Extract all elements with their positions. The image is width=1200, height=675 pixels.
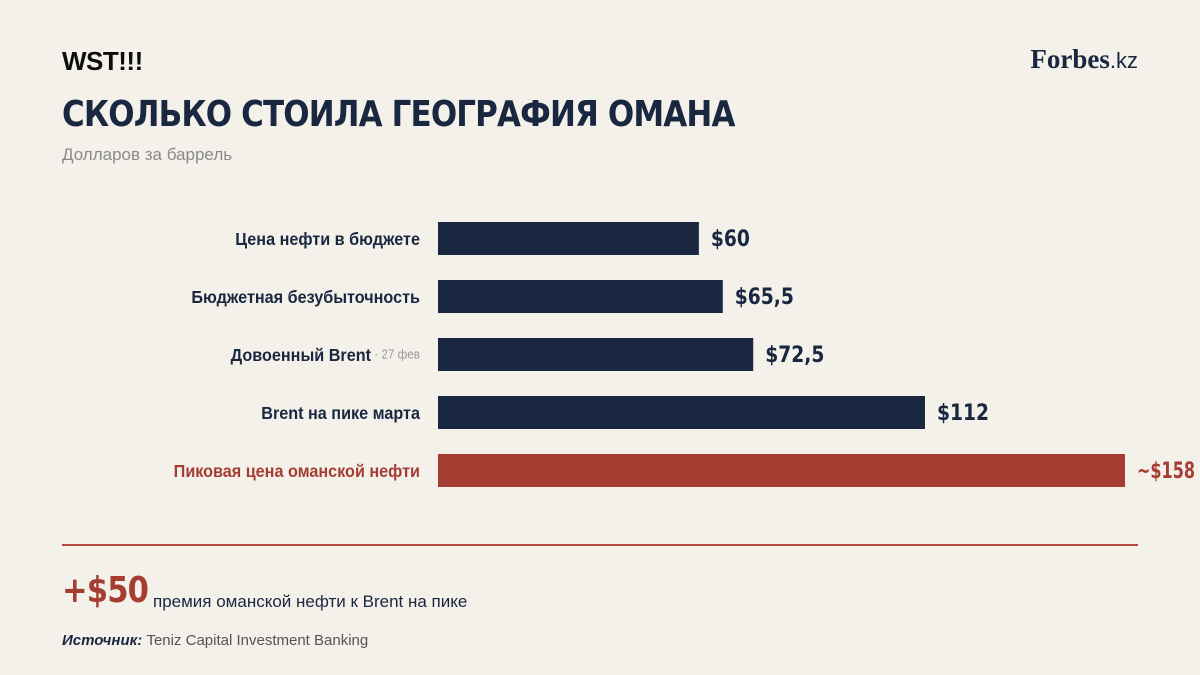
forbes-logo-suffix: .kz (1109, 48, 1138, 73)
bar-1 (438, 222, 699, 255)
chart-title: СКОЛЬКО СТОИЛА ГЕОГРАФИЯ ОМАНА (62, 94, 735, 135)
value-label-5: ~$158 (1137, 457, 1195, 483)
value-label-2: $65,5 (735, 284, 794, 310)
forbes-kz-logo: Forbes.kz (1030, 44, 1138, 75)
bar-3 (438, 338, 754, 371)
source-line: Источник: Teniz Capital Investment Banki… (62, 632, 368, 649)
category-label-3: Довоенный Brent · 27 фев (231, 345, 421, 365)
wst-logo: WST!!! (62, 46, 143, 76)
chart-subtitle: Долларов за баррель (62, 145, 233, 164)
category-note-3: · 27 фев (371, 347, 420, 362)
source-label: Источник: (62, 632, 143, 649)
bar-5 (438, 454, 1125, 487)
value-label-1: $60 (711, 226, 750, 252)
premium-value: +$50 (62, 570, 149, 611)
bar-2 (438, 280, 723, 313)
value-label-3: $72,5 (765, 342, 824, 368)
forbes-logo-main: Forbes (1030, 44, 1110, 74)
category-label-5: Пиковая цена оманской нефти (174, 461, 420, 481)
premium-description: премия оманской нефти к Brent на пике (153, 592, 468, 611)
category-label-2: Бюджетная безубыточность (191, 287, 420, 307)
source-text: Teniz Capital Investment Banking (146, 632, 369, 649)
bars-group: Цена нефти в бюджете $60 Бюджетная безубыт… (174, 222, 1195, 487)
divider-line (62, 544, 1138, 546)
value-label-4: $112 (937, 400, 989, 426)
category-label-1: Цена нефти в бюджете (235, 229, 420, 249)
bar-4 (438, 396, 925, 429)
category-label-4: Brent на пике марта (261, 403, 420, 423)
